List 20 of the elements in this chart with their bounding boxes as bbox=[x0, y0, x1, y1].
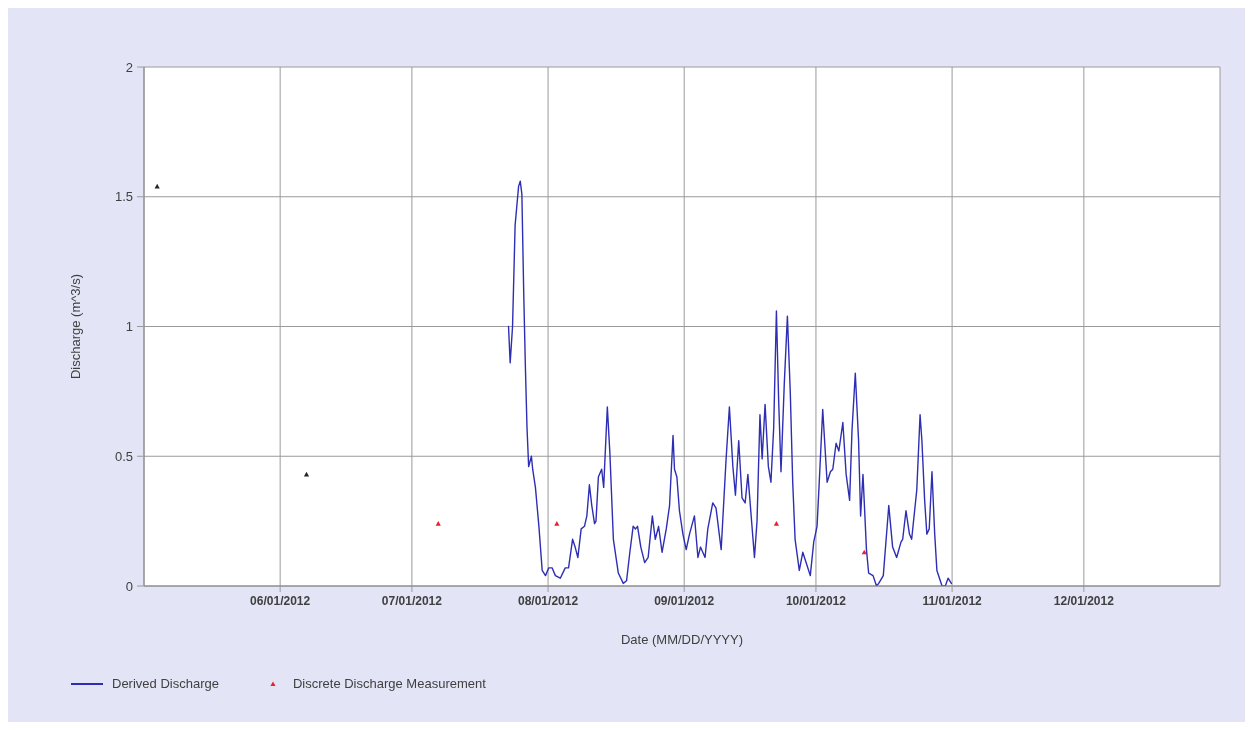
line-series bbox=[507, 180, 953, 586]
y-tick-label: 2 bbox=[125, 59, 133, 75]
point bbox=[435, 521, 441, 526]
x-tick-label: 08/01/2012 bbox=[518, 593, 579, 608]
x-tick-label: 10/01/2012 bbox=[785, 593, 847, 608]
y-tick-label: 1.5 bbox=[114, 189, 133, 205]
point bbox=[773, 521, 780, 526]
x-tick-label: 06/01/2012 bbox=[250, 593, 311, 608]
legend-label: Derived Discharge bbox=[112, 676, 219, 691]
legend-label: Discrete Discharge Measurement bbox=[292, 676, 486, 691]
y-tick-label: 0.5 bbox=[114, 448, 133, 464]
x-tick-label: 12/01/2012 bbox=[1053, 593, 1115, 608]
point bbox=[554, 521, 560, 526]
x-axis-title: Date (MM/DD/YYYY) bbox=[620, 632, 744, 647]
y-tick-label: 1 bbox=[125, 319, 133, 335]
x-tick-label: 09/01/2012 bbox=[654, 593, 715, 608]
x-tick-label: 11/01/2012 bbox=[922, 593, 983, 608]
y-tick-label: 0 bbox=[125, 578, 133, 594]
x-tick-label: 07/01/2012 bbox=[381, 593, 443, 608]
y-axis-title: Discharge (m^3/s) bbox=[67, 273, 83, 380]
